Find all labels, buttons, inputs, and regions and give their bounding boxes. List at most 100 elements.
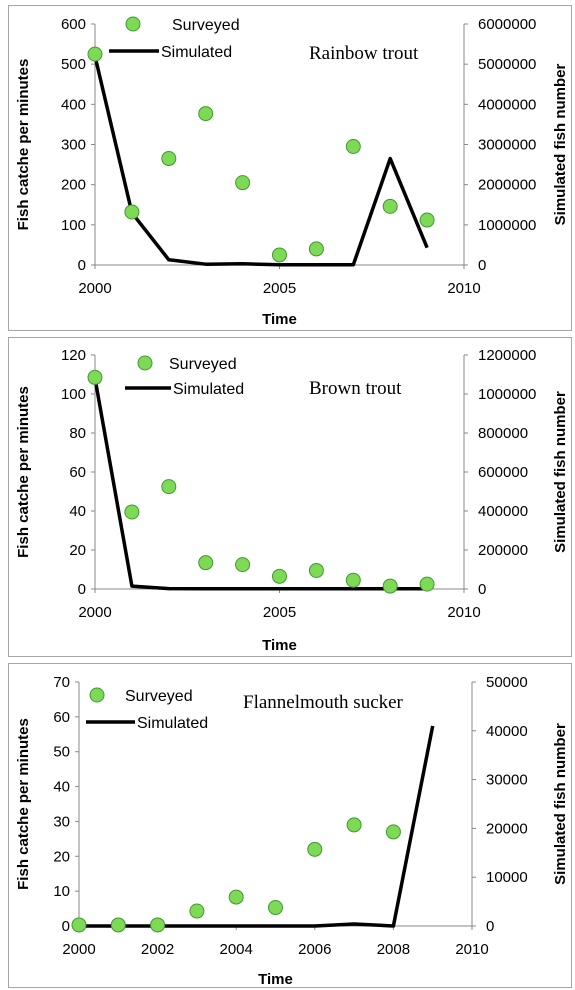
y-tick-label: 0 <box>78 581 86 598</box>
surveyed-point <box>87 46 103 62</box>
legend-surveyed-marker <box>137 355 153 371</box>
y-tick-label: 20 <box>53 848 70 865</box>
y2-axis-title: Simulated fish number <box>552 63 569 225</box>
y2-tick-label: 6000000 <box>478 16 536 33</box>
surveyed-point <box>124 504 140 520</box>
y-tick-label: 60 <box>53 709 70 726</box>
x-tick-label: 2000 <box>62 941 95 958</box>
x-tick-label: 2010 <box>455 941 488 958</box>
surveyed-point <box>161 479 177 495</box>
y2-axis-title: Simulated fish number <box>552 723 569 885</box>
y-tick-label: 80 <box>69 425 86 442</box>
y2-tick-label: 0 <box>486 918 494 935</box>
y-tick-label: 0 <box>62 918 70 935</box>
x-tick-label: 2002 <box>141 941 174 958</box>
x-axis-title: Time <box>262 637 297 654</box>
surveyed-point <box>235 557 251 573</box>
legend-surveyed-marker <box>89 687 105 703</box>
surveyed-point <box>161 151 177 167</box>
y-tick-label: 40 <box>69 503 86 520</box>
y-tick-label: 70 <box>53 674 70 691</box>
x-tick-label: 2000 <box>78 604 111 621</box>
y2-tick-label: 1000000 <box>478 217 536 234</box>
y2-tick-label: 600000 <box>478 464 528 481</box>
x-tick-label: 2000 <box>78 280 111 297</box>
surveyed-point <box>345 572 361 588</box>
y2-tick-label: 400000 <box>478 503 528 520</box>
y2-tick-label: 2000000 <box>478 177 536 194</box>
y-axis-title: Fish catche per minutes <box>15 718 32 890</box>
x-tick-label: 2010 <box>447 604 480 621</box>
y2-tick-label: 4000000 <box>478 96 536 113</box>
y2-tick-label: 5000000 <box>478 56 536 73</box>
y-tick-label: 40 <box>53 779 70 796</box>
y-tick-label: 100 <box>61 386 86 403</box>
y2-tick-label: 0 <box>478 581 486 598</box>
x-tick-label: 2005 <box>263 604 296 621</box>
y-tick-label: 100 <box>61 217 86 234</box>
x-tick-label: 2005 <box>263 280 296 297</box>
y-tick-label: 60 <box>69 464 86 481</box>
y2-tick-label: 20000 <box>486 820 528 837</box>
surveyed-point <box>419 212 435 228</box>
surveyed-point <box>198 106 214 122</box>
surveyed-point <box>124 204 140 220</box>
y-tick-label: 600 <box>61 16 86 33</box>
surveyed-point <box>71 917 87 933</box>
surveyed-point <box>150 917 166 933</box>
legend-simulated-label: Simulated <box>137 715 208 732</box>
y-tick-label: 30 <box>53 813 70 830</box>
legend-surveyed-label: Surveyed <box>125 688 193 705</box>
chart-title: Rainbow trout <box>309 43 419 64</box>
y2-tick-label: 50000 <box>486 674 528 691</box>
legend-surveyed-label: Surveyed <box>172 17 240 34</box>
x-tick-label: 2008 <box>377 941 410 958</box>
chart-title: Brown trout <box>309 378 402 399</box>
surveyed-point <box>382 198 398 214</box>
y-tick-label: 120 <box>61 347 86 364</box>
chart-panel-rainbow-trout: 0 100 200 300 400 500 600 0 1000000 2000000 300000… <box>8 5 572 331</box>
legend-surveyed-label: Surveyed <box>169 356 237 373</box>
simulated-line <box>93 378 428 591</box>
surveyed-point <box>272 568 287 584</box>
y2-tick-label: 40000 <box>486 723 528 740</box>
x-tick-label: 2006 <box>298 941 331 958</box>
chart-panel-flannelmouth-sucker: 0 10 20 30 40 50 60 70 0 10000 20000 30000 40000 5000… <box>8 663 572 988</box>
legend-simulated-label: Simulated <box>161 44 232 61</box>
y2-tick-label: 10000 <box>486 869 528 886</box>
y-tick-label: 300 <box>61 137 86 154</box>
surveyed-point <box>272 247 287 263</box>
surveyed-point <box>235 175 251 191</box>
y-tick-label: 400 <box>61 96 86 113</box>
surveyed-point <box>228 889 244 905</box>
y2-tick-label: 800000 <box>478 425 528 442</box>
y2-tick-label: 200000 <box>478 542 528 559</box>
y2-tick-label: 1000000 <box>478 386 536 403</box>
surveyed-point <box>346 817 362 833</box>
chart-svg: 0 100 200 300 400 500 600 0 1000000 2000000 300000… <box>15 16 569 328</box>
surveyed-point <box>87 369 103 385</box>
y-tick-label: 200 <box>61 177 86 194</box>
surveyed-point <box>198 555 214 571</box>
surveyed-point <box>307 841 323 857</box>
surveyed-point <box>419 576 435 592</box>
x-axis-title: Time <box>258 971 293 987</box>
surveyed-point <box>268 900 283 916</box>
simulated-line <box>93 55 429 267</box>
y2-tick-label: 3000000 <box>478 137 536 154</box>
y-axis-title: Fish catche per minutes <box>15 59 32 231</box>
surveyed-point <box>308 562 324 578</box>
chart-panel-brown-trout: 0 20 40 60 80 100 120 0 200000 400000 600000 800000… <box>8 337 572 657</box>
surveyed-point <box>189 903 205 919</box>
legend-simulated-label: Simulated <box>173 381 244 398</box>
surveyed-point <box>385 824 401 840</box>
y-tick-label: 20 <box>69 542 86 559</box>
y2-axis-title: Simulated fish number <box>552 391 569 553</box>
y2-tick-label: 1200000 <box>478 347 536 364</box>
simulated-line <box>79 725 435 928</box>
chart-svg: 0 20 40 60 80 100 120 0 200000 400000 600000 800000… <box>15 347 569 654</box>
x-axis-title: Time <box>262 311 297 328</box>
x-tick-label: 2010 <box>447 280 480 297</box>
surveyed-point <box>110 917 126 933</box>
y-tick-label: 500 <box>61 56 86 73</box>
